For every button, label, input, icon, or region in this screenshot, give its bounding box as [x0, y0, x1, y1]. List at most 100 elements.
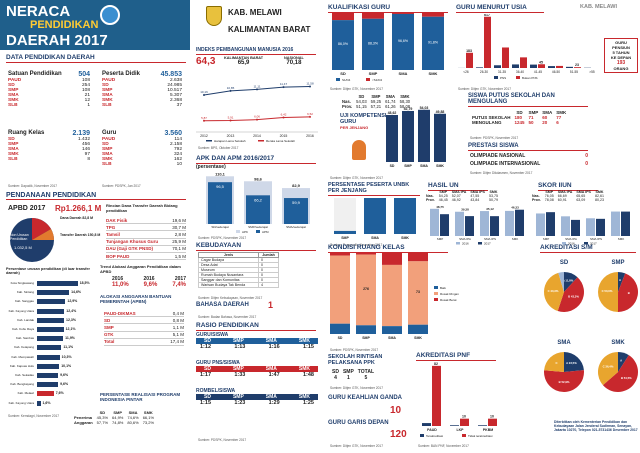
rintisan-title: SEKOLAH RINTISAN PELAKSANA PPK	[328, 354, 383, 366]
satuan-row: SMK 12	[8, 98, 90, 103]
peserta-value: 2.638	[169, 78, 182, 83]
apk-legend-swatch	[236, 230, 240, 233]
un-chart-value-label: 39,38	[461, 208, 469, 212]
peserta-value: 10.517	[167, 88, 182, 93]
iiun-cell: Prov.	[532, 198, 541, 202]
pnf-akr-bar	[478, 425, 487, 426]
iiun-chart-2017-bar	[546, 212, 555, 236]
putus-table: SD SMP SMA SMK PUTUS SEKOLAH 180 71 60 77 MENGULA…	[470, 110, 568, 125]
iiun-cell: 65,65	[576, 194, 586, 198]
alokasi-value: 0,8 M	[172, 317, 184, 323]
ruang-key: SD	[8, 137, 15, 142]
kab-bar	[37, 345, 62, 351]
iiun-head: SMP	[545, 190, 554, 194]
iiun-chart-legend-label: 2016	[568, 242, 575, 246]
guru-value: 324	[173, 152, 182, 157]
usia-pns-bar	[476, 67, 483, 68]
akreditasi-slice-label: B 43,3%	[568, 295, 579, 299]
peserta-value: 24.985	[167, 83, 182, 88]
ukg-cell: 59,25	[370, 99, 382, 104]
kab-name: Kab. Sekadau	[15, 373, 34, 377]
guru-row: SMA 324	[102, 152, 182, 157]
ukg-bar	[418, 109, 430, 162]
pie-non-label: Non Urusan Pendidikan	[10, 233, 29, 241]
guru-value: 792	[173, 147, 182, 152]
pip-cell: 45,3%	[96, 415, 109, 420]
kab-bar-row: Kab. Sekadau 9,6%	[4, 372, 94, 380]
tren-year-2: 2016	[143, 276, 155, 282]
iiun-chart-2016-bar	[586, 218, 595, 236]
un-head: SMA IPA	[451, 190, 467, 194]
kondisi-ringan-bar	[382, 264, 402, 327]
kab-value: 9,6%	[60, 382, 69, 387]
rincian-row: TPG 30,7 M	[106, 224, 186, 232]
putus-cell: 180	[514, 115, 523, 120]
akreditasi-pies: SD A 11,8% B 43,3% C 40,3% SMP A B C 50,0% SMA A …	[510, 254, 638, 414]
kab-value: 18,5%	[79, 281, 90, 285]
pip-cell: 73,2%	[142, 420, 155, 425]
kab-bar-row: Kab. Mempawah 10,3%	[4, 354, 94, 362]
src-apk: Sumber: PDSPK, November 2017	[198, 236, 247, 240]
iiun-chart-legend-label: 2017	[590, 242, 597, 246]
kab-value: 11,9%	[65, 336, 75, 341]
guru-list: PAUD 114 SD 2.158 SMP 792 SMA 324 SMK 162 SLB 10	[102, 137, 182, 167]
rincian-key: DAK Fisik	[106, 217, 128, 223]
kondisi-baik-bar	[330, 323, 350, 334]
apbd-label: APBD 2017	[8, 205, 46, 212]
kual-cat-label: SMA	[399, 71, 408, 76]
kab-name: Kab. Mempawah	[11, 354, 34, 359]
kondisi-cat-label: SD	[338, 336, 343, 340]
akreditasi-slice-label: B 54,5%	[621, 376, 632, 380]
akreditasi-slice	[598, 272, 618, 312]
ipm-year-tick: 2013	[227, 134, 235, 138]
kual-legend-label: S1/D4	[342, 78, 351, 82]
kebudayaan-title: KEBUDAYAAN	[196, 242, 316, 251]
usia-title: GURU MENURUT USIA	[456, 4, 544, 13]
pnf-tidak-bar	[460, 418, 469, 426]
kab-bar	[37, 400, 41, 406]
kab-bar-row: Kab. Sambas 11,9%	[4, 335, 94, 343]
hasil-un-chart: 48,75 SMP 39,38 SMA IPA 35,12 SMA IPS 46,33 SMK…	[430, 205, 524, 246]
header-banner: NERACA PENDIDIKAN DAERAH 2017	[0, 0, 190, 50]
kab-bar-row: Kab. Kayong Utara 12,4%	[4, 308, 94, 316]
ukg-bar	[402, 110, 414, 162]
kab-bar	[37, 354, 60, 360]
kab-bar	[37, 308, 65, 314]
garis-value: 120	[390, 429, 407, 440]
rincian-row: Tunjangan Khusus Guru 25,9 M	[106, 239, 186, 246]
kual-tidak-bar	[362, 12, 384, 19]
rintisan-table: SD SMP TOTAL 4 1 5	[330, 369, 376, 381]
putus-cell: 1245	[514, 120, 525, 125]
kual-layak-label: 88,3%	[368, 41, 378, 45]
title-daerah: DAERAH 2017	[6, 32, 108, 49]
akreditasi-slice	[602, 355, 638, 392]
kondisi-bar-chart: SD 276 SMP SMA 73 SMK Baik Rusak Ringan Rusak Be…	[330, 252, 459, 340]
title-neraca: NERACA	[6, 3, 71, 20]
ukg-cell: 58,30	[399, 99, 411, 104]
kondisi-legend-label: Rusak Ringan	[440, 292, 459, 296]
kual-tidak-bar	[332, 12, 354, 21]
apk-cat-label: SMP/sederajat	[248, 225, 268, 229]
pip-table: SD SMP SMA SMK Penerima 45,3% 64,9% 74,6% 66,1% A…	[72, 410, 156, 425]
alokasi-value: 17,4 M	[170, 339, 184, 345]
apm-value-label: 66,2	[254, 197, 263, 202]
alokasi-key: SD	[104, 317, 111, 323]
rincian-key: BOP PAUD	[106, 253, 130, 259]
kondisi-cat-label: SMK	[414, 336, 422, 340]
rincian-value: 25,9 M	[172, 239, 186, 245]
pnf-cat-label: PAUD	[427, 428, 437, 432]
un-chart-2017-bar	[465, 216, 474, 236]
akreditasi-slice-label: B 52,9%	[559, 380, 570, 384]
ipm-hls-point	[256, 88, 258, 91]
iiun-cell: 78,08	[544, 198, 554, 202]
pip-head: SMA	[128, 410, 138, 415]
keahlian-title: GURU KEAHLIAN GANDA	[328, 395, 402, 401]
guru-value: 2.158	[169, 142, 182, 147]
satuan-value: 1	[87, 103, 90, 108]
iiun-chart-2016-bar	[611, 211, 620, 236]
peserta-row: PAUD 2.638	[102, 78, 182, 83]
kondisi-cat-label: SMP	[362, 336, 370, 340]
kab-bar	[37, 327, 64, 332]
satuan-row: SMA 21	[8, 93, 90, 98]
putus-cell: 50	[528, 120, 534, 125]
